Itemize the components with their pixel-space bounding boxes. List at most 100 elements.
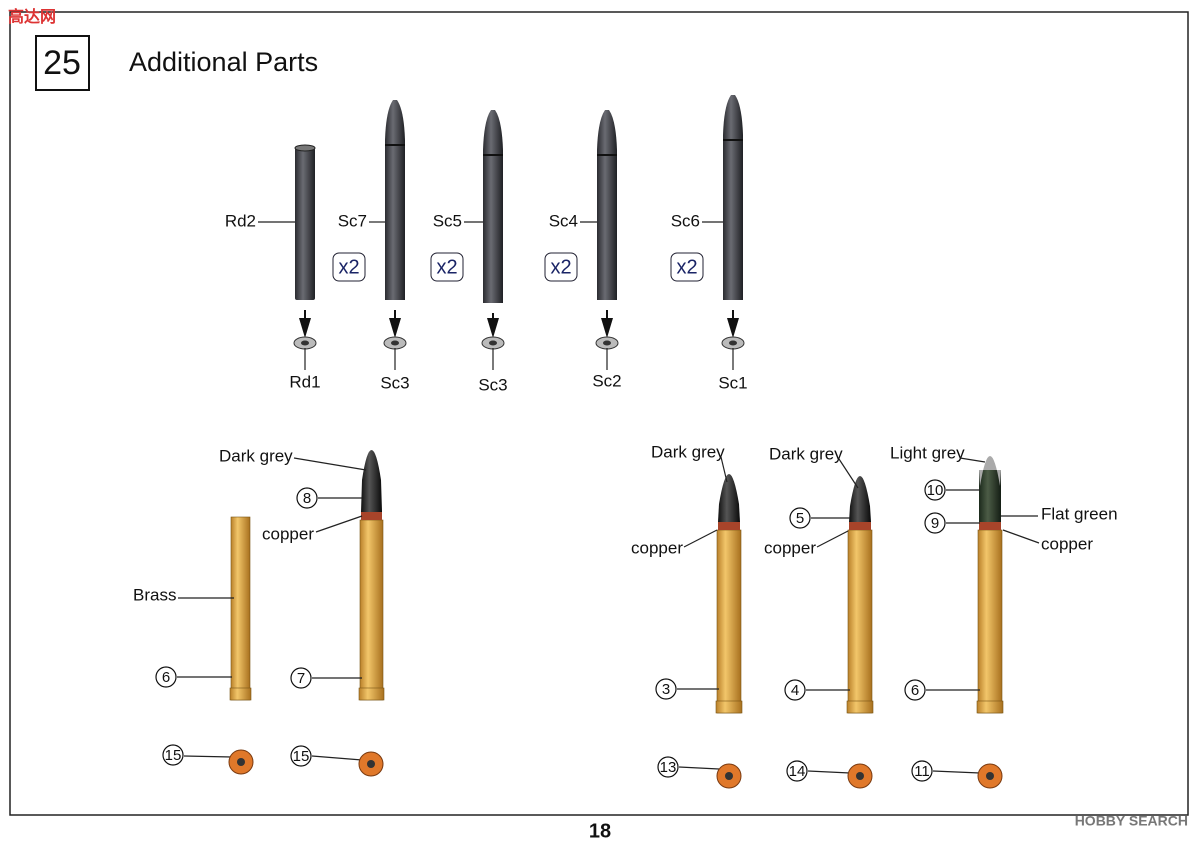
part-label: Sc2 <box>592 371 621 390</box>
case <box>716 529 742 714</box>
part-label: Sc4 <box>549 211 578 230</box>
head <box>849 476 871 522</box>
title: Additional Parts <box>129 47 318 77</box>
base-center <box>729 340 737 346</box>
part-circle <box>911 760 933 782</box>
part-label: Flat green <box>1041 504 1118 523</box>
logo: 高达网 <box>8 7 56 26</box>
part-label: Rd2 <box>225 211 256 230</box>
part-number: 13 <box>660 759 677 776</box>
base-center <box>237 758 245 766</box>
case-rim <box>715 700 743 714</box>
projectile <box>483 110 503 303</box>
part-number: 8 <box>303 490 311 507</box>
base-center <box>391 340 399 346</box>
part-circle <box>162 744 184 766</box>
case-rim <box>358 687 385 701</box>
page-number: 18 <box>589 820 611 841</box>
copper-band <box>718 522 740 530</box>
rod-top <box>294 144 316 152</box>
part-label: copper <box>764 538 816 557</box>
base-center <box>489 340 497 346</box>
count: x2 <box>436 256 457 278</box>
body <box>979 470 1001 522</box>
part-label: Dark grey <box>769 444 843 463</box>
leader-line <box>959 457 986 463</box>
part-number: 5 <box>796 510 804 527</box>
count-box <box>670 252 704 282</box>
arrow-head <box>389 318 401 338</box>
rod <box>295 148 315 300</box>
case-rim <box>976 700 1004 714</box>
part-circle <box>786 760 808 782</box>
part-label: Rd1 <box>289 372 320 391</box>
base-center <box>603 340 611 346</box>
part-circle <box>155 666 177 688</box>
part-circle <box>924 479 946 501</box>
part-label: copper <box>631 538 683 557</box>
count: x2 <box>338 256 359 278</box>
part-number: 6 <box>911 682 919 699</box>
part-circle <box>290 745 312 767</box>
watermark: HOBBY SEARCH <box>1075 813 1188 829</box>
count: x2 <box>676 256 697 278</box>
part-circle <box>924 512 946 534</box>
head <box>361 450 382 512</box>
projectile <box>385 100 405 300</box>
part-number: 7 <box>297 670 305 687</box>
part-number: 6 <box>162 669 170 686</box>
part-label: copper <box>1041 534 1093 553</box>
part-number: 3 <box>662 681 670 698</box>
part-label: Sc3 <box>380 373 409 392</box>
case <box>847 529 873 714</box>
leader-line <box>932 770 981 774</box>
part-label: Brass <box>133 585 176 604</box>
head <box>718 474 740 522</box>
part-number: 14 <box>789 763 806 780</box>
projectile <box>597 110 617 300</box>
arrow-head <box>601 318 613 338</box>
base-center <box>856 772 864 780</box>
leader-line <box>678 766 720 770</box>
part-label: Sc6 <box>671 211 700 230</box>
head <box>979 456 1001 486</box>
part-circle <box>290 667 312 689</box>
case <box>977 529 1003 714</box>
leader-line <box>683 529 718 548</box>
part-label: Dark grey <box>651 442 725 461</box>
part-circle <box>655 678 677 700</box>
part-number: 15 <box>165 747 182 764</box>
case-rim <box>846 700 874 714</box>
page-border <box>9 11 1189 816</box>
part-number: 15 <box>293 748 310 765</box>
base-center <box>301 340 309 346</box>
leader-line <box>311 755 363 761</box>
base-center <box>986 772 994 780</box>
leader-line <box>807 770 851 774</box>
leader-line <box>1002 529 1040 544</box>
part-label: Sc1 <box>718 373 747 392</box>
part-circle <box>904 679 926 701</box>
part-label: Dark grey <box>219 446 293 465</box>
leader-line <box>720 456 728 483</box>
part-number: 4 <box>791 682 799 699</box>
count-box <box>544 252 578 282</box>
arrow-head <box>299 318 311 338</box>
leader-line <box>838 458 859 489</box>
part-number: 11 <box>914 763 930 780</box>
count-box <box>332 252 366 282</box>
part-circle <box>296 487 318 509</box>
count-box <box>430 252 464 282</box>
case <box>230 516 251 701</box>
part-number: 9 <box>931 515 939 532</box>
base-center <box>725 772 733 780</box>
part-number: 10 <box>927 482 944 499</box>
leader-line <box>315 515 363 533</box>
leader-line <box>293 457 367 471</box>
copper-band <box>849 522 871 530</box>
copper-band <box>361 512 382 520</box>
step-box <box>35 35 90 91</box>
part-circle <box>784 679 806 701</box>
leader-line <box>816 530 849 548</box>
